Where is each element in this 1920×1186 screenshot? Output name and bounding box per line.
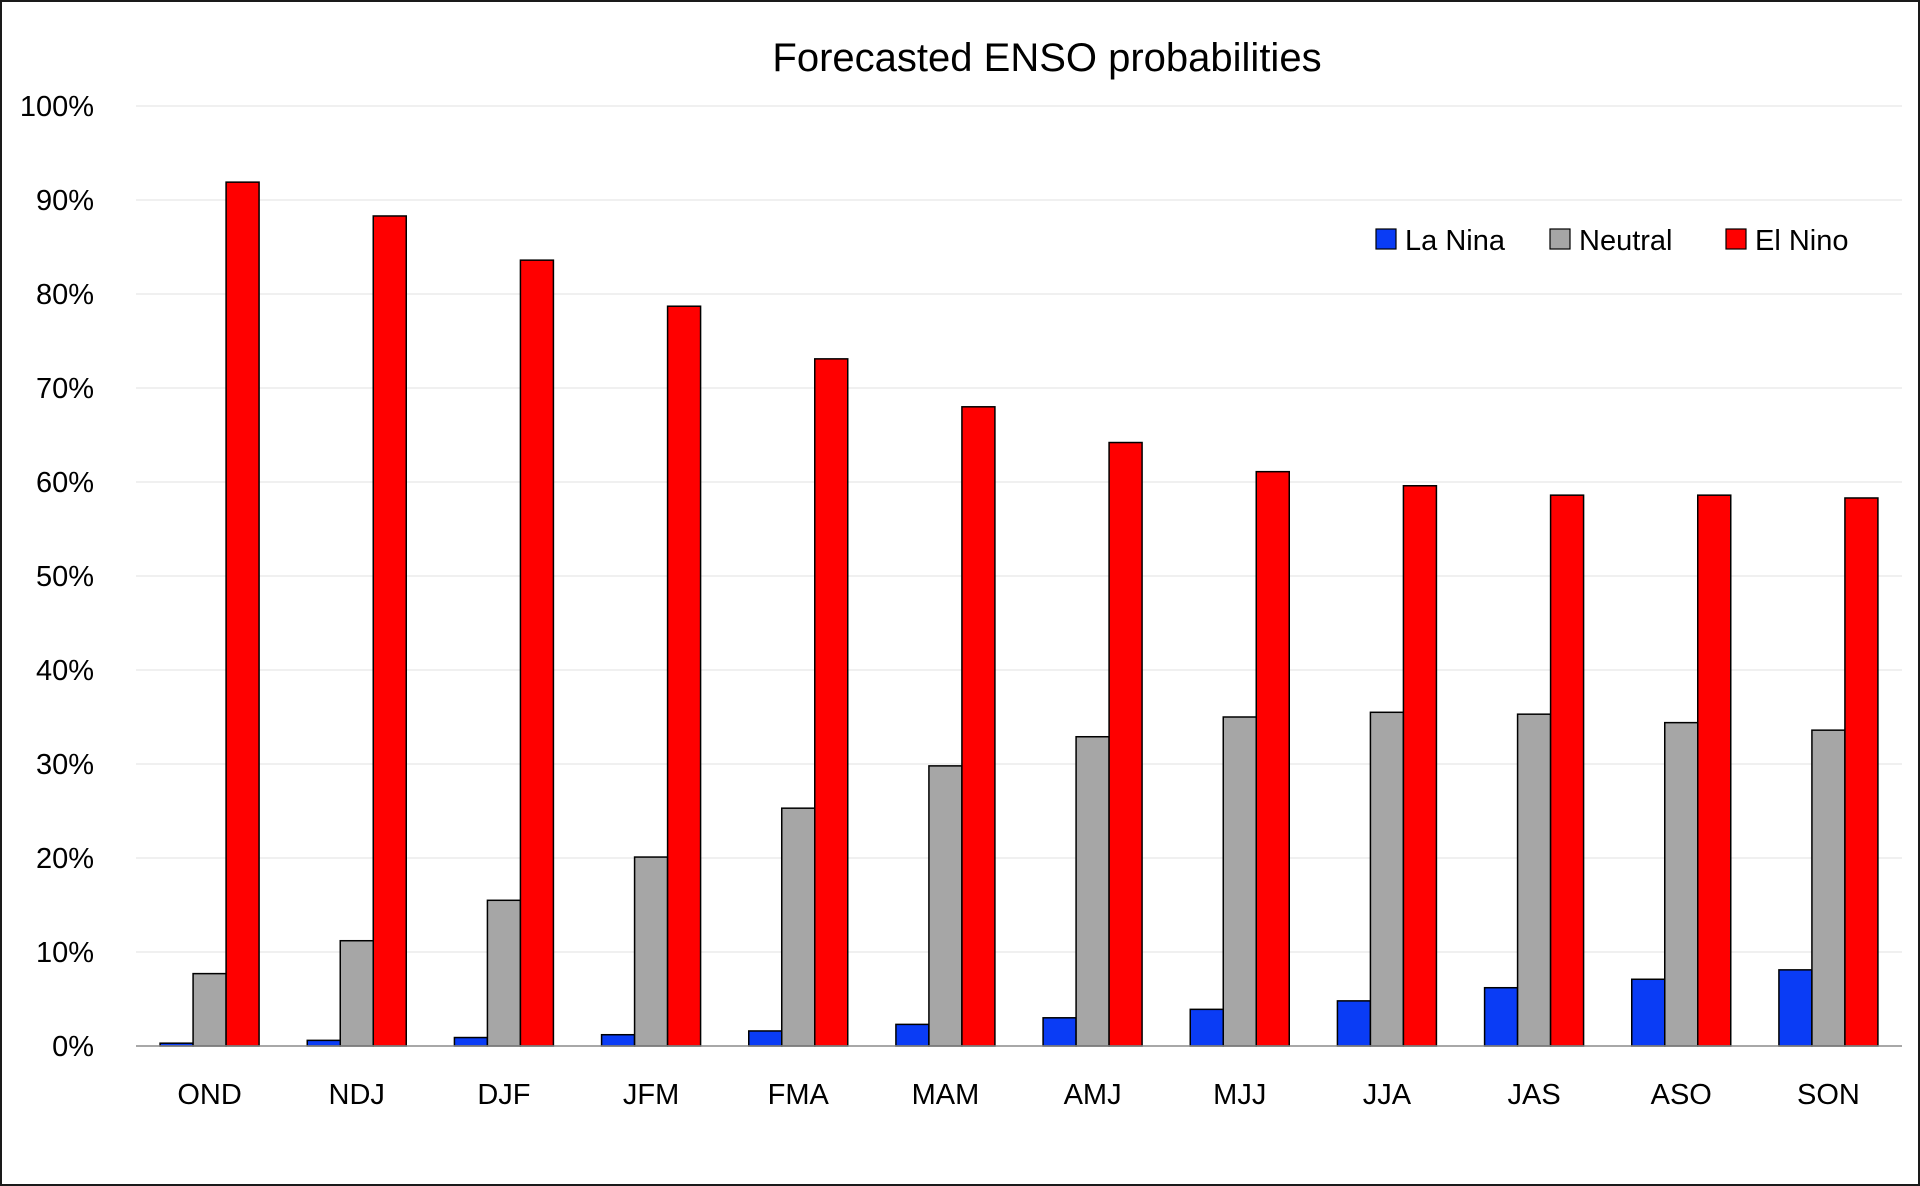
bar-el-nino-ndj	[372, 215, 407, 1047]
bar-la-nina-son	[1778, 969, 1813, 1047]
bar-la-nina-fma	[748, 1030, 783, 1047]
y-tick-label: 60%	[36, 467, 94, 499]
x-tick-label: ASO	[1651, 1079, 1712, 1111]
y-tick-label: 100%	[20, 91, 94, 123]
bar-la-nina-amj	[1042, 1017, 1077, 1047]
chart-title: Forecasted ENSO probabilities	[772, 36, 1321, 80]
x-axis-tick-labels: OND NDJ DJF JFM FMA MAM AMJ MJJ JJA JAS ASO SON	[177, 1079, 1859, 1111]
y-tick-label: 30%	[36, 749, 94, 781]
bar-el-nino-son	[1844, 497, 1879, 1047]
x-tick-label: OND	[177, 1079, 241, 1111]
y-axis-tick-labels: 0% 10% 20% 30% 40% 50% 60% 70% 80% 90% 100%	[20, 91, 94, 1063]
x-tick-label: FMA	[768, 1079, 830, 1111]
bar-el-nino-ond	[225, 181, 260, 1047]
bar-neutral-amj	[1075, 735, 1110, 1047]
bar-neutral-mjj	[1222, 716, 1257, 1047]
x-tick-label: JAS	[1507, 1079, 1560, 1111]
y-tick-label: 0%	[52, 1031, 94, 1063]
y-tick-label: 80%	[36, 279, 94, 311]
x-tick-label: MAM	[912, 1079, 980, 1111]
y-tick-label: 20%	[36, 843, 94, 875]
bar-neutral-ond	[192, 972, 227, 1047]
x-tick-label: JJA	[1363, 1079, 1412, 1111]
bar-la-nina-jja	[1336, 1000, 1372, 1047]
bar-la-nina-jas	[1483, 986, 1519, 1047]
x-tick-label: NDJ	[329, 1079, 385, 1111]
legend-label-neutral: Neutral	[1579, 225, 1673, 257]
bars	[159, 181, 1879, 1047]
bar-neutral-ndj	[339, 939, 374, 1047]
bar-el-nino-djf	[519, 259, 555, 1047]
y-tick-label: 10%	[36, 937, 94, 969]
x-tick-label: JFM	[623, 1079, 679, 1111]
bar-el-nino-amj	[1108, 441, 1143, 1047]
bar-el-nino-jfm	[666, 305, 702, 1047]
bar-el-nino-aso	[1697, 494, 1732, 1047]
x-tick-label: MJJ	[1213, 1079, 1266, 1111]
legend-swatch-neutral	[1549, 228, 1571, 250]
legend: La Nina Neutral El Nino	[1375, 225, 1849, 257]
legend-swatch-la-nina	[1375, 228, 1397, 250]
y-tick-label: 90%	[36, 185, 94, 217]
x-tick-label: DJF	[477, 1079, 530, 1111]
bar-la-nina-aso	[1631, 978, 1666, 1047]
bar-el-nino-jas	[1549, 494, 1585, 1047]
bar-neutral-mam	[928, 765, 963, 1047]
bar-la-nina-ndj	[306, 1039, 341, 1047]
bar-neutral-fma	[781, 807, 816, 1047]
bar-neutral-jja	[1369, 711, 1405, 1047]
bar-la-nina-mam	[895, 1023, 930, 1047]
bar-neutral-son	[1811, 729, 1846, 1047]
legend-swatch-el-nino	[1725, 228, 1747, 250]
bar-la-nina-mjj	[1189, 1008, 1224, 1047]
x-tick-label: SON	[1797, 1079, 1860, 1111]
bar-neutral-djf	[486, 899, 522, 1047]
gridlines	[136, 105, 1902, 953]
y-tick-label: 40%	[36, 655, 94, 687]
bar-neutral-jfm	[633, 856, 669, 1047]
x-tick-label: AMJ	[1064, 1079, 1122, 1111]
bar-la-nina-djf	[453, 1036, 489, 1047]
legend-label-la-nina: La Nina	[1405, 225, 1506, 257]
bar-neutral-jas	[1516, 713, 1552, 1047]
bar-el-nino-mam	[961, 406, 996, 1047]
bar-el-nino-jja	[1402, 485, 1438, 1047]
bar-el-nino-mjj	[1255, 470, 1290, 1047]
bar-el-nino-fma	[814, 358, 849, 1047]
y-tick-label: 50%	[36, 561, 94, 593]
y-tick-label: 70%	[36, 373, 94, 405]
bar-la-nina-jfm	[600, 1033, 636, 1047]
legend-label-el-nino: El Nino	[1755, 225, 1849, 257]
bar-neutral-aso	[1664, 721, 1699, 1047]
